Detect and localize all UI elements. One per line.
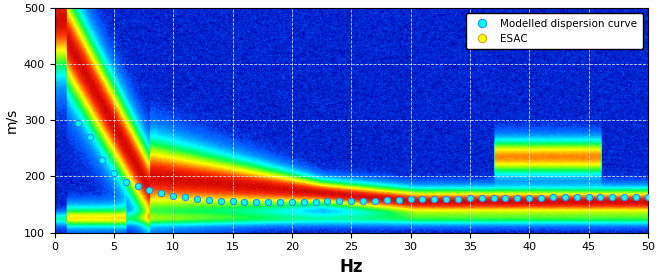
Legend: Modelled dispersion curve, ESAC: Modelled dispersion curve, ESAC	[466, 13, 643, 49]
X-axis label: Hz: Hz	[339, 258, 363, 276]
Y-axis label: m/s: m/s	[4, 108, 18, 133]
